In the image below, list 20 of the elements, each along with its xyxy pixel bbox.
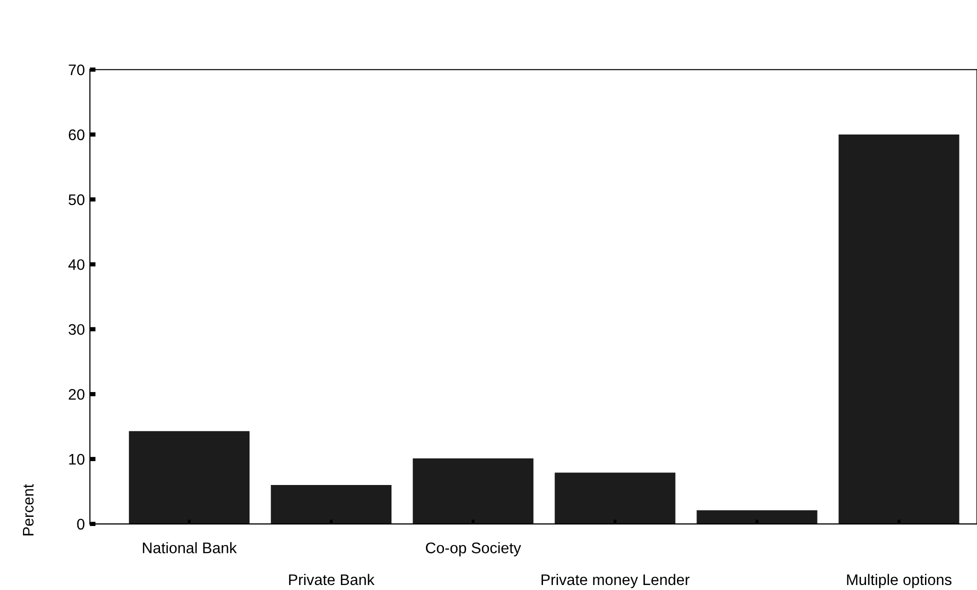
y-tick-label: 20 (68, 388, 84, 400)
y-tick-label: 50 (68, 194, 84, 206)
y-tick-label: 40 (68, 259, 84, 270)
y-tick-label: 60 (68, 129, 84, 140)
bar (270, 484, 392, 524)
bar (128, 431, 250, 524)
y-tick-label: 70 (68, 64, 84, 76)
bar (412, 458, 534, 524)
x-tick-label: National Bank (142, 542, 237, 554)
x-tick-label: Private money Lender (542, 574, 690, 588)
x-tick-label: Private Bank (289, 574, 375, 586)
bar (696, 510, 818, 524)
y-tick-label: 0 (77, 518, 84, 530)
y-tick-label: 10 (69, 454, 84, 465)
y-axis-title: Percent (22, 484, 34, 536)
bar (838, 134, 960, 524)
x-tick-label: Multiple options (847, 574, 952, 588)
bar (554, 472, 676, 524)
y-tick-label: 30 (68, 324, 84, 335)
x-tick-label: Co-op Society (426, 542, 522, 556)
